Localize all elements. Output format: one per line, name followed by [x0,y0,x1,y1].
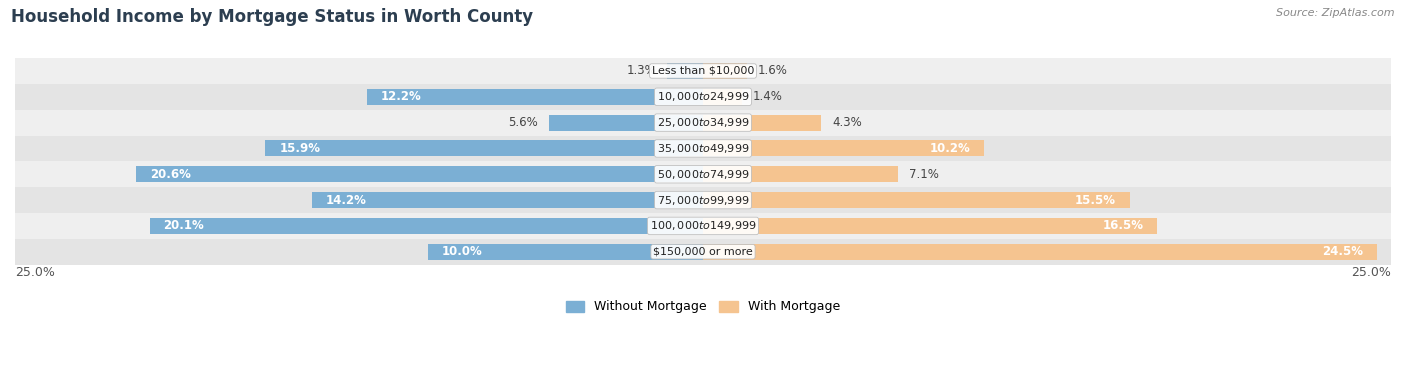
Bar [136,166,703,182]
Bar [703,218,1157,234]
Text: 10.0%: 10.0% [441,245,482,258]
Text: Source: ZipAtlas.com: Source: ZipAtlas.com [1277,8,1395,17]
Bar [15,58,1391,84]
Bar [15,84,1391,110]
Bar [312,192,703,208]
Text: 4.3%: 4.3% [832,116,862,129]
Text: $25,000 to $34,999: $25,000 to $34,999 [657,116,749,129]
Text: 1.6%: 1.6% [758,65,787,77]
Bar [15,161,1391,187]
Text: 10.2%: 10.2% [929,142,970,155]
Bar [703,63,747,79]
Text: $150,000 or more: $150,000 or more [654,247,752,257]
Legend: Without Mortgage, With Mortgage: Without Mortgage, With Mortgage [561,296,845,318]
Bar [150,218,703,234]
Bar [703,115,821,131]
Bar [367,89,703,105]
Text: $10,000 to $24,999: $10,000 to $24,999 [657,90,749,103]
Text: Household Income by Mortgage Status in Worth County: Household Income by Mortgage Status in W… [11,8,533,26]
Text: 14.2%: 14.2% [326,194,367,207]
Bar [15,136,1391,161]
Bar [703,89,741,105]
Text: 20.1%: 20.1% [163,219,204,232]
Text: $75,000 to $99,999: $75,000 to $99,999 [657,194,749,207]
Text: 25.0%: 25.0% [15,266,55,279]
Text: 25.0%: 25.0% [1351,266,1391,279]
Text: $100,000 to $149,999: $100,000 to $149,999 [650,219,756,232]
Bar [703,192,1129,208]
Text: 24.5%: 24.5% [1323,245,1364,258]
Text: 12.2%: 12.2% [381,90,422,103]
Text: 20.6%: 20.6% [150,168,191,181]
Bar [266,141,703,156]
Bar [427,244,703,260]
Bar [703,244,1378,260]
Text: 15.5%: 15.5% [1074,194,1116,207]
Bar [15,187,1391,213]
Bar [15,110,1391,136]
Text: 5.6%: 5.6% [508,116,538,129]
Text: Less than $10,000: Less than $10,000 [652,66,754,76]
Text: 16.5%: 16.5% [1102,219,1143,232]
Text: 15.9%: 15.9% [280,142,321,155]
Text: $35,000 to $49,999: $35,000 to $49,999 [657,142,749,155]
Bar [703,141,984,156]
Text: 7.1%: 7.1% [910,168,939,181]
Bar [668,63,703,79]
Bar [703,166,898,182]
Text: $50,000 to $74,999: $50,000 to $74,999 [657,168,749,181]
Text: 1.3%: 1.3% [627,65,657,77]
Bar [15,213,1391,239]
Text: 1.4%: 1.4% [752,90,782,103]
Bar [15,239,1391,265]
Bar [548,115,703,131]
